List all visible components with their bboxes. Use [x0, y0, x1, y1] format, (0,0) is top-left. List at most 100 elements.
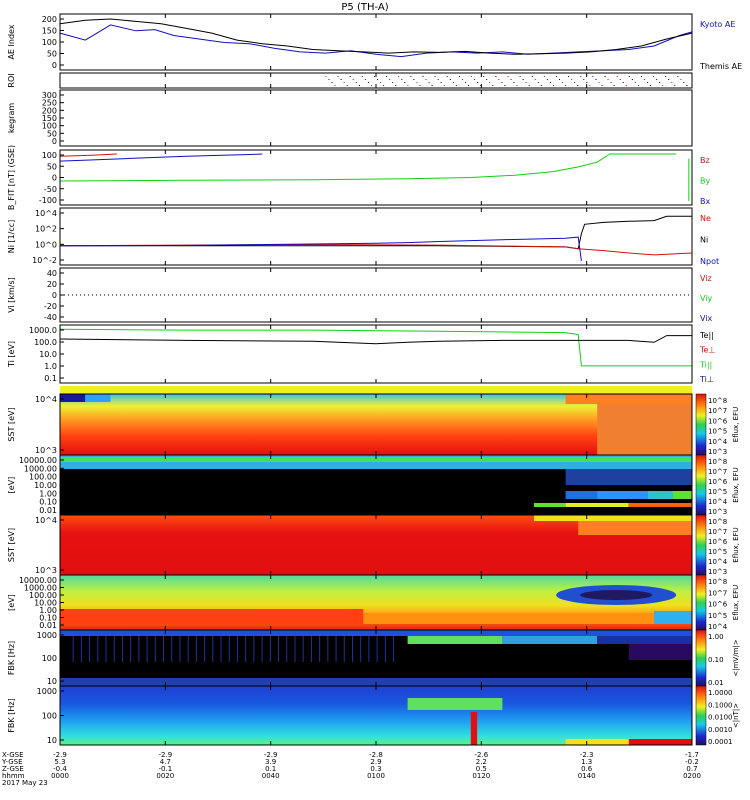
y-tick-label: 10.00: [34, 481, 57, 490]
y-tick-label: 0.01: [39, 621, 57, 630]
legend-label: Ti⊥: [699, 375, 714, 384]
roi-marker: [513, 82, 515, 83]
roi-marker: [495, 76, 497, 77]
y-tick-label: 100: [42, 122, 57, 131]
fbk1-stripe: [294, 636, 296, 662]
density-frame: [59, 207, 693, 266]
fbk1-stripe: [121, 636, 123, 662]
roi-marker: [471, 76, 473, 77]
fbk1-stripe: [245, 636, 247, 662]
x-tick-label: -0.2: [685, 758, 699, 766]
legend-label: Bx: [700, 197, 710, 206]
roi-marker: [428, 82, 430, 83]
y-tick-label: 50: [47, 50, 57, 59]
roi-marker: [389, 79, 391, 80]
x-tick-label: -2.6: [474, 751, 488, 759]
colorbar-label: <|mV/m|>: [732, 639, 740, 676]
y-tick-label: 10^4: [35, 516, 57, 525]
roi-marker: [613, 85, 615, 86]
x-tick-label: 0200: [683, 772, 701, 780]
y-tick-label: 50: [47, 162, 57, 171]
roi-marker: [464, 82, 466, 83]
roi-marker: [498, 79, 500, 80]
sst1-flux-block: [85, 394, 111, 402]
fbk1-stripe: [179, 636, 181, 662]
y-tick-label: 10000.00: [19, 456, 57, 465]
roi-marker: [410, 76, 412, 77]
roi-marker: [422, 76, 424, 77]
roi-marker: [589, 85, 591, 86]
fbk1-stripe: [327, 636, 329, 662]
colorbar-label: Eflux, EFU: [732, 467, 740, 502]
y-tick-label: 200: [42, 106, 57, 115]
series-line-ni: [60, 215, 692, 250]
legend-label: Vix: [700, 314, 713, 323]
roi-marker: [604, 76, 606, 77]
x-tick-label: 0000: [51, 772, 69, 780]
x-tick-label: -2.9: [264, 751, 278, 759]
y-tick-label: 1.00: [39, 489, 57, 498]
sst1-flux-block: [565, 394, 692, 404]
roi-marker: [625, 85, 627, 86]
colorbar: [695, 574, 707, 631]
roi-marker: [565, 85, 567, 86]
roi-marker: [668, 79, 670, 80]
y-axis-label: ROI: [7, 73, 16, 87]
roi-marker: [458, 76, 460, 77]
esa1-flux-block: [565, 503, 629, 507]
roi-marker: [543, 76, 545, 77]
y-tick-label: 0: [52, 174, 57, 183]
roi-marker: [358, 85, 360, 86]
x-axis-row-label: X-GSE: [2, 751, 24, 759]
roi-marker: [404, 82, 406, 83]
y-tick-label: 0.01: [39, 506, 57, 515]
fbk1-stripe: [310, 636, 312, 662]
fbk1-stripe: [220, 636, 222, 662]
page-title: P5 (TH-A): [341, 2, 388, 13]
colorbar-tick-label: 1.00: [708, 633, 724, 641]
roi-marker: [395, 85, 397, 86]
fbk1-stripe: [146, 636, 148, 662]
roi-marker: [346, 85, 348, 86]
colorbar-tick-label: 10^6: [708, 417, 728, 425]
fbk1-flux-block: [597, 636, 692, 644]
fbk1-stripe: [269, 636, 271, 662]
roi-marker: [328, 79, 330, 80]
x-tick-label: 0.6: [581, 765, 593, 773]
roi-marker: [349, 76, 351, 77]
y-tick-label: 150: [42, 27, 57, 36]
sst1-low-flux-block: [60, 394, 86, 402]
legend-label: Ni: [700, 236, 708, 245]
roi-marker: [504, 85, 506, 86]
esa1-flux-band: [60, 457, 692, 462]
fbk1-stripe: [228, 636, 230, 662]
roi-marker: [522, 79, 524, 80]
y-tick-label: 0: [52, 137, 57, 146]
colorbar-tick-label: 10^6: [708, 538, 728, 546]
legend-label: Themis AE: [699, 62, 742, 71]
roi-marker: [552, 85, 554, 86]
roi-marker: [537, 82, 539, 83]
roi-marker: [364, 79, 366, 80]
colorbar-tick-label: 0.01: [708, 679, 724, 687]
roi-marker: [377, 79, 379, 80]
x-tick-label: 2.9: [370, 758, 381, 766]
legend-label: Ne: [700, 214, 711, 223]
roi-marker: [677, 76, 679, 77]
series-line-bx: [59, 153, 263, 162]
roi-marker: [440, 82, 442, 83]
fbk1-stripe: [171, 636, 173, 662]
colorbar-label: Eflux, EFU: [732, 527, 740, 562]
fbk1-stripe: [351, 636, 353, 662]
roi-marker: [574, 82, 576, 83]
roi-marker: [343, 82, 345, 83]
colorbar-tick-label: 10^8: [708, 458, 727, 466]
legend-label: Npot: [700, 257, 719, 266]
roi-marker: [492, 85, 494, 86]
roi-marker: [634, 82, 636, 83]
roi-marker: [659, 82, 661, 83]
roi-marker: [640, 76, 642, 77]
colorbar-tick-label: 10^4: [708, 558, 728, 566]
legend-label: Bz: [700, 156, 710, 165]
roi-marker: [501, 82, 503, 83]
